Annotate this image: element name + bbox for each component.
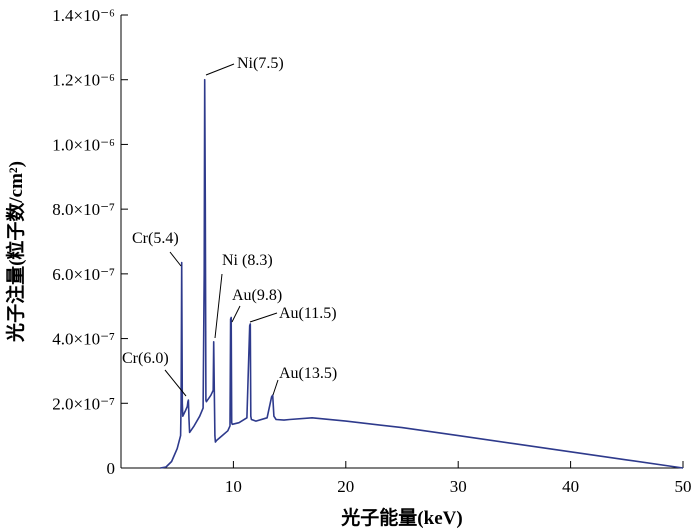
y-tick-label: 8.0×10⁻⁷ <box>52 200 115 219</box>
ticks: 10 20 30 40 50 0 2.0×10⁻⁷ 4.0×10⁻⁷ 6.0×10⁻⁷ 8.0×1… <box>52 6 691 496</box>
y-axis-title: 光子注量(粒子数/cm²) <box>4 161 27 343</box>
y-tick-label: 1.4×10⁻⁶ <box>52 6 115 25</box>
y-tick-label: 2.0×10⁻⁷ <box>52 394 115 413</box>
x-tick-label: 20 <box>337 477 354 496</box>
x-tick-label: 10 <box>225 477 242 496</box>
series-group <box>160 78 684 469</box>
y-tick-label: 4.0×10⁻⁷ <box>52 330 115 349</box>
axes <box>120 15 683 469</box>
x-axis-title: 光子能量(keV) <box>340 506 462 529</box>
x-tick-label: 40 <box>562 477 579 496</box>
annotation-label: Au(13.5) <box>279 365 337 382</box>
annotation-leader <box>249 312 278 323</box>
annotation-leader <box>272 379 279 396</box>
annotation-label: Cr(6.0) <box>122 350 169 367</box>
annotation-label: Au(11.5) <box>279 305 337 322</box>
y-tick-label: 0 <box>107 459 116 478</box>
annotation-leader <box>169 251 182 267</box>
annotation-leader <box>164 369 187 397</box>
annotation-label: Au(9.8) <box>232 287 282 304</box>
annotation-label: Ni(7.5) <box>237 55 284 72</box>
y-tick-label: 1.0×10⁻⁶ <box>52 135 115 154</box>
y-tick-label: 1.2×10⁻⁶ <box>52 71 115 90</box>
series-line <box>160 78 684 469</box>
annotation-label: Ni (8.3) <box>222 252 273 269</box>
annotation-leader <box>231 305 241 323</box>
annotation-leader <box>214 273 223 339</box>
x-tick-label: 50 <box>675 477 692 496</box>
x-tick-label: 30 <box>450 477 467 496</box>
annotations: Ni(7.5) Cr(5.4) Ni (8.3) Au(9.8)Au(11.5) Cr(… <box>122 55 337 397</box>
annotation-label: Cr(5.4) <box>132 230 179 247</box>
y-tick-label: 6.0×10⁻⁷ <box>52 265 115 284</box>
annotation-leader <box>205 63 235 76</box>
